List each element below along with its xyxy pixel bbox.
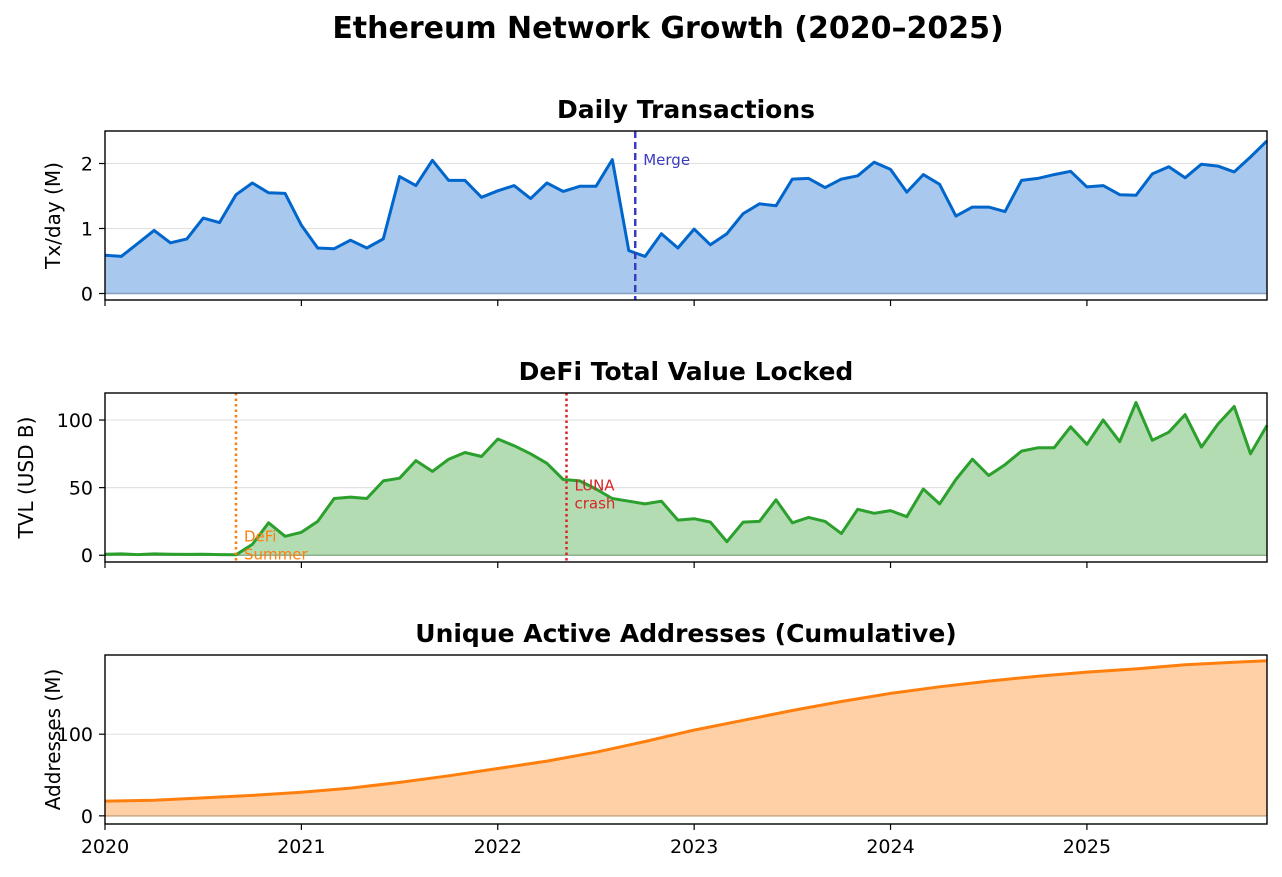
- y-tick-label: 2: [81, 154, 93, 176]
- x-tick-label: 2023: [670, 836, 718, 858]
- series-area: [105, 402, 1267, 556]
- panel-3: 0 100 2020 2021 2022 2023 2024 2025 Unique Activ…: [41, 619, 1268, 858]
- event-label: DeFi: [244, 528, 276, 546]
- y-axis-label: Tx/day (M): [41, 162, 65, 270]
- event-label: Merge: [643, 151, 690, 169]
- axes-frame: [104, 130, 1268, 301]
- y-tick-label: 0: [81, 284, 93, 306]
- event-label: crash: [575, 494, 616, 512]
- event-label: Summer: [244, 546, 308, 564]
- y-axis-label: Addresses (M): [41, 669, 65, 811]
- chart-title: Ethereum Network Growth (2020–2025): [332, 11, 1003, 46]
- y-tick-label: 1: [81, 219, 93, 241]
- y-tick-label: 100: [57, 724, 93, 746]
- axes-frame: [104, 392, 1268, 563]
- series-line: [104, 659, 1268, 803]
- panel-title: DeFi Total Value Locked: [519, 357, 854, 386]
- y-tick-label: 0: [81, 545, 93, 567]
- x-tick-label: 2025: [1063, 836, 1111, 858]
- panel-1: 0 1 2 Merge Daily Transactions Tx/day (M): [41, 95, 1269, 306]
- series-area: [105, 660, 1267, 816]
- y-tick-label: 0: [81, 806, 93, 828]
- series-line: [104, 139, 1269, 258]
- axes-frame: [104, 654, 1268, 825]
- panel-title: Daily Transactions: [557, 95, 815, 124]
- panel-title: Unique Active Addresses (Cumulative): [415, 619, 956, 648]
- x-tick-label: 2021: [277, 836, 325, 858]
- y-tick-label: 50: [69, 478, 93, 500]
- x-tick-label: 2020: [81, 836, 129, 858]
- y-axis-label: TVL (USD B): [14, 417, 38, 540]
- x-tick-label: 2024: [866, 836, 914, 858]
- x-tick-label: 2022: [474, 836, 522, 858]
- series-line: [104, 401, 1269, 557]
- event-label: LUNA: [575, 476, 616, 494]
- y-tick-label: 100: [57, 410, 93, 432]
- series-area: [105, 140, 1267, 294]
